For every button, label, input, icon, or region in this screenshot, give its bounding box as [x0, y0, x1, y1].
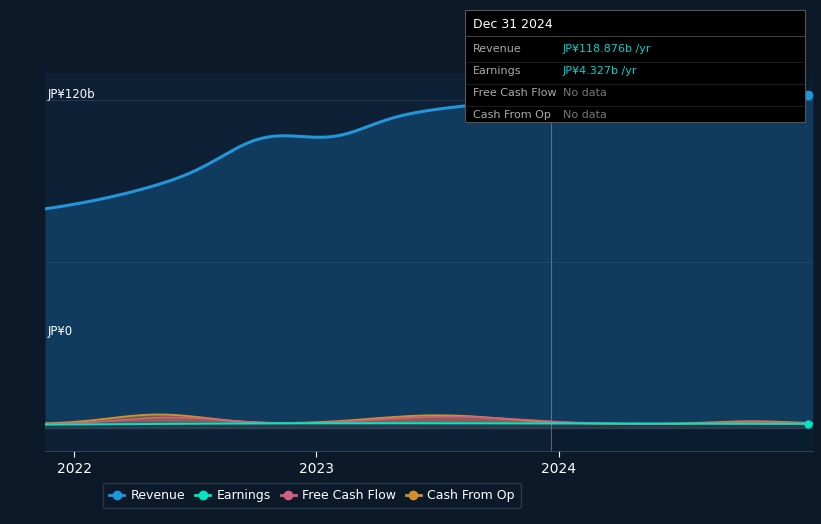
Text: Past: Past [777, 88, 800, 97]
Legend: Revenue, Earnings, Free Cash Flow, Cash From Op: Revenue, Earnings, Free Cash Flow, Cash … [103, 483, 521, 508]
Bar [45, 422, 813, 428]
Text: JP¥118.876b /yr: JP¥118.876b /yr [563, 44, 652, 54]
Text: Free Cash Flow: Free Cash Flow [473, 88, 557, 98]
Text: No data: No data [563, 88, 607, 98]
Text: JP¥120b: JP¥120b [48, 89, 95, 102]
Text: Revenue: Revenue [473, 44, 522, 54]
Text: Earnings: Earnings [473, 66, 521, 76]
Text: JP¥4.327b /yr: JP¥4.327b /yr [563, 66, 637, 76]
Text: No data: No data [563, 110, 607, 120]
Text: JP¥0: JP¥0 [48, 325, 72, 339]
Text: Cash From Op: Cash From Op [473, 110, 551, 120]
Text: Dec 31 2024: Dec 31 2024 [473, 18, 553, 31]
Bar [551, 73, 813, 451]
